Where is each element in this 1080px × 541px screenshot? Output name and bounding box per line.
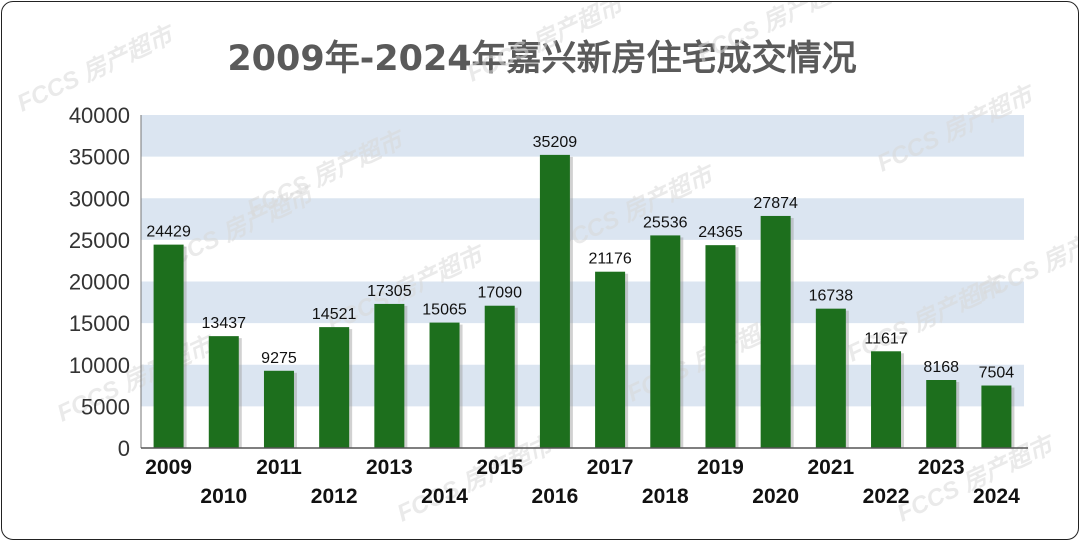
x-tick-label: 2013 xyxy=(366,456,413,479)
bar xyxy=(871,351,902,448)
data-label: 14521 xyxy=(312,306,357,323)
x-tick-label: 2012 xyxy=(311,485,358,508)
data-label: 24365 xyxy=(698,224,743,241)
bar xyxy=(153,244,184,448)
x-tick-label: 2017 xyxy=(587,456,634,479)
bar xyxy=(926,380,957,448)
watermark-text: FCCS 房产超市 xyxy=(693,2,860,67)
x-tick-label: 2010 xyxy=(200,485,247,508)
data-label: 13437 xyxy=(202,315,247,332)
watermark-text: FCCS 房产超市 xyxy=(463,2,630,87)
bar xyxy=(760,215,791,448)
grid-band xyxy=(141,198,1024,240)
bar xyxy=(650,235,681,448)
bar xyxy=(981,385,1012,448)
bar xyxy=(815,308,846,448)
data-label: 7504 xyxy=(979,365,1015,382)
y-tick-label: 0 xyxy=(118,436,130,461)
y-tick-label: 25000 xyxy=(69,228,130,253)
y-tick-label: 5000 xyxy=(81,394,130,419)
bar xyxy=(484,305,515,448)
bar xyxy=(374,303,405,448)
data-label: 9275 xyxy=(261,350,297,367)
x-tick-label: 2009 xyxy=(145,456,192,479)
data-label: 16738 xyxy=(809,288,854,305)
x-tick-label: 2018 xyxy=(642,485,689,508)
bar xyxy=(263,370,294,448)
x-tick-label: 2023 xyxy=(918,456,965,479)
bar xyxy=(595,271,626,448)
data-label: 24429 xyxy=(146,224,191,241)
bar xyxy=(208,336,239,448)
data-label: 35209 xyxy=(533,134,578,151)
bar xyxy=(429,322,460,448)
grid-band xyxy=(141,281,1024,324)
data-label: 25536 xyxy=(643,214,688,231)
x-tick-label: 2011 xyxy=(256,456,302,479)
x-tick-label: 2024 xyxy=(973,485,1020,508)
data-label: 11617 xyxy=(864,330,907,347)
x-tick-label: 2015 xyxy=(476,456,523,479)
x-tick-label: 2021 xyxy=(807,456,854,479)
data-label: 27874 xyxy=(753,195,798,212)
data-label: 15065 xyxy=(422,302,467,319)
y-tick-label: 30000 xyxy=(69,186,130,211)
data-label: 17090 xyxy=(477,285,522,302)
bar xyxy=(539,154,570,448)
chart-title: 2009年-2024年嘉兴新房住宅成交情况 xyxy=(227,39,857,79)
data-label: 21176 xyxy=(588,251,631,268)
x-tick-label: 2019 xyxy=(697,456,744,479)
y-tick-label: 40000 xyxy=(69,103,130,128)
x-tick-label: 2016 xyxy=(532,485,579,508)
x-tick-label: 2022 xyxy=(863,485,910,508)
y-tick-label: 15000 xyxy=(69,311,130,336)
data-label: 8168 xyxy=(923,359,959,376)
bar xyxy=(319,327,350,448)
grid-band xyxy=(141,115,1024,157)
x-tick-label: 2014 xyxy=(421,485,468,508)
bar xyxy=(705,245,736,448)
y-tick-label: 20000 xyxy=(69,270,130,295)
data-label: 17305 xyxy=(367,283,412,300)
x-tick-label: 2020 xyxy=(752,485,799,508)
y-tick-label: 10000 xyxy=(69,353,130,378)
y-tick-label: 35000 xyxy=(69,145,130,170)
